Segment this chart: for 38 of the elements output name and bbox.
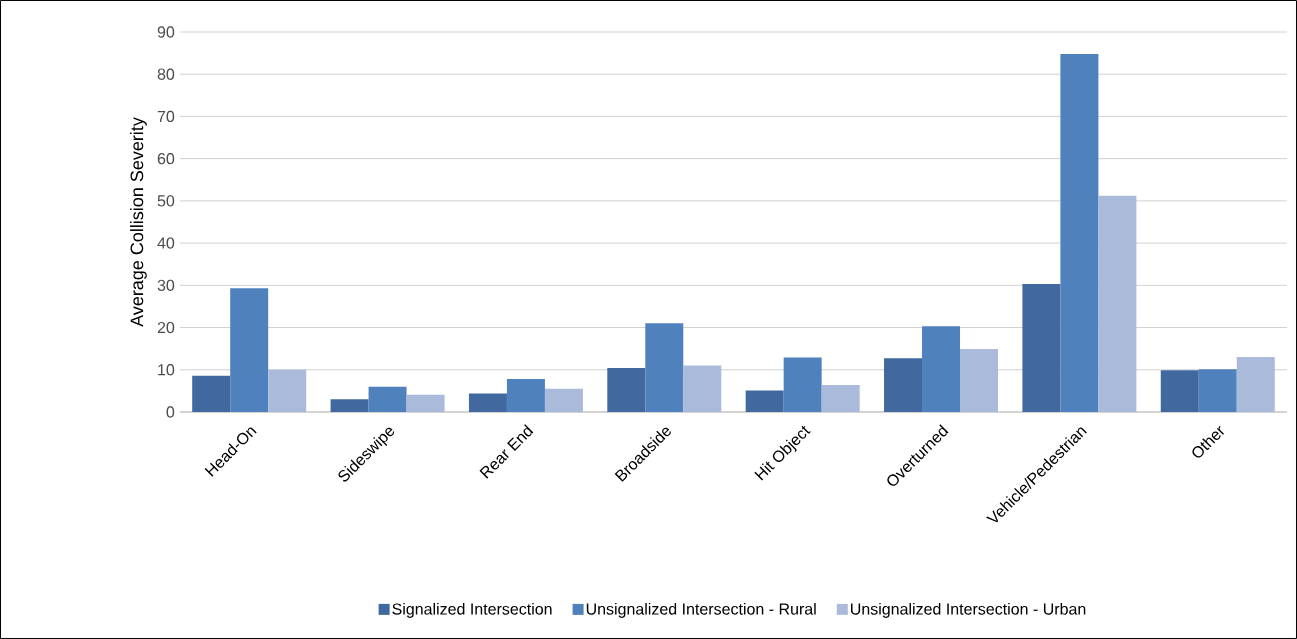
y-tick-label: 30 [157,279,175,291]
y-tick-label: 50 [157,195,175,207]
bar [330,399,369,412]
bar [783,357,822,412]
bar [506,379,545,412]
legend-label: Signalized Intersection [392,602,552,618]
bar [1236,357,1275,412]
y-tick-label: 40 [157,237,175,249]
y-tick-label: 90 [157,26,175,38]
y-tick-label: 20 [157,321,175,334]
y-tick-label: 60 [157,152,175,165]
bar [922,326,961,412]
bar [230,288,269,412]
legend-label: Unsignalized Intersection - Rural [586,602,816,618]
y-tick-label: 10 [158,364,175,376]
y-tick-label: 0 [166,406,175,418]
bar [1198,369,1237,412]
bar [406,394,445,412]
y-tick-label: 80 [157,68,175,80]
bar [1060,53,1099,412]
bar [468,393,507,412]
bar [1098,195,1137,412]
y-axis-title: Average Collision Severity [130,117,147,327]
bar [1022,284,1061,412]
bar [268,369,307,412]
bar [821,384,860,412]
bar [1160,370,1199,412]
bar [368,386,407,412]
bar [607,368,646,412]
bar [884,358,923,412]
legend-label: Unsignalized Intersection - Urban [851,602,1086,618]
bar [544,388,583,412]
bar [745,390,784,412]
bar [960,349,999,412]
bar [645,323,684,412]
y-tick-label: 70 [157,110,175,123]
bar [683,365,722,412]
bar [192,375,231,412]
